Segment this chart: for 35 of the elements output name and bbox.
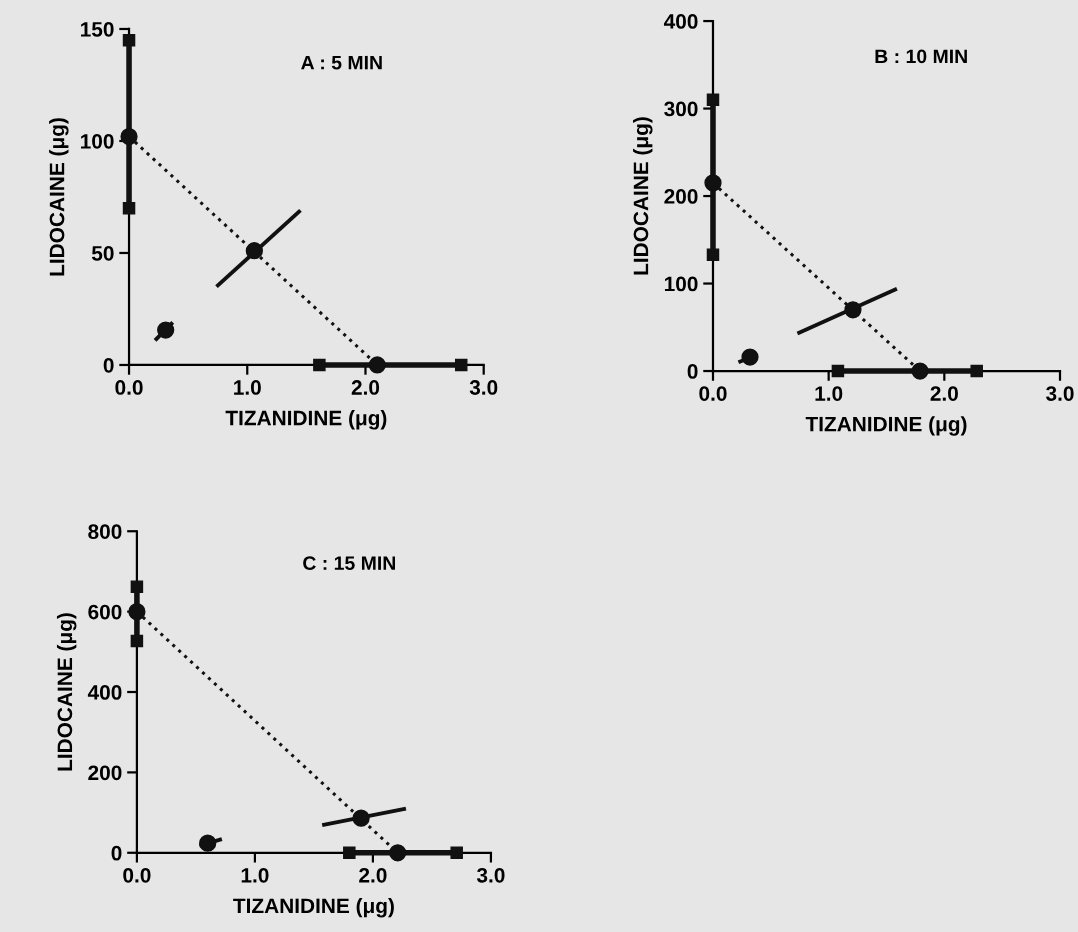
x-tick-label: 3.0 [1046, 386, 1074, 401]
y-tick-label: 200 [88, 765, 122, 781]
y-tick-label: 100 [81, 133, 114, 149]
y-tick-label: 800 [88, 524, 122, 539]
y-tick-label: 400 [87, 685, 122, 700]
y-tick-label: 600 [88, 604, 122, 620]
y-tick-label: 200 [664, 189, 698, 204]
x-tick-label: 1.0 [241, 867, 269, 883]
y-axis-title: LIDOCAINE (μg) [633, 117, 653, 275]
y-tick-label: 100 [664, 276, 698, 292]
y-axis-title: LIDOCAINE (μg) [49, 118, 69, 276]
y-tick-label: 50 [91, 245, 114, 261]
y-tick-label: 0 [687, 364, 698, 379]
x-tick-label: 2.0 [359, 867, 387, 883]
y-tick-label: 0 [103, 357, 114, 373]
x-tick-label: 2.0 [351, 380, 380, 395]
text: A : 5 MIN [301, 55, 382, 70]
x-tick-label: 1.0 [234, 380, 261, 395]
y-tick-label: 300 [664, 101, 698, 117]
y-axis-title: LIDOCAINE (μg) [56, 613, 77, 771]
x-tick-label: 3.0 [469, 380, 498, 395]
y-tick-label: 150 [81, 21, 114, 37]
y-tick-label: 400 [663, 14, 698, 29]
x-tick-label: 0.0 [123, 867, 151, 883]
x-tick-label: 0.0 [115, 380, 143, 395]
x-tick-label: 0.0 [699, 386, 727, 401]
x-axis-title: TIZANIDINE (μg) [805, 416, 967, 436]
x-axis-title: TIZANIDINE (μg) [233, 897, 394, 918]
text: B : 10 MIN [875, 49, 967, 64]
x-tick-label: 2.0 [930, 386, 958, 401]
x-axis-title: TIZANIDINE (μg) [225, 410, 387, 430]
x-tick-label: 1.0 [815, 386, 843, 401]
text: C : 15 MIN [303, 556, 396, 571]
y-tick-label: 0 [111, 845, 122, 861]
x-tick-label: 3.0 [476, 867, 505, 883]
